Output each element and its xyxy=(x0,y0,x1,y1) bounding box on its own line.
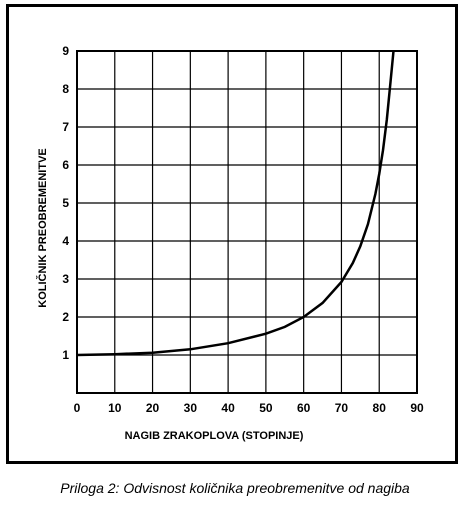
x-tick-label: 60 xyxy=(297,401,311,415)
grid xyxy=(76,50,418,394)
x-tick-label: 30 xyxy=(184,401,198,415)
x-tick-label: 70 xyxy=(335,401,349,415)
x-tick-label: 80 xyxy=(373,401,387,415)
y-tick-label: 8 xyxy=(62,82,69,96)
load-factor-chart: 0 10 20 30 40 50 60 70 80 90 1 2 3 4 5 6 7 8 9 NAGIB ZRAK… xyxy=(36,44,424,442)
y-tick-label: 5 xyxy=(62,196,69,210)
load-factor-curve xyxy=(76,50,395,357)
y-axis-label: KOLIČNIK PREOBREMENITVE xyxy=(36,148,49,308)
x-tick-label: 0 xyxy=(74,401,81,415)
figure-caption: Priloga 2: Odvisnost količnika preobreme… xyxy=(60,480,410,496)
y-tick-label: 4 xyxy=(62,234,69,248)
chart-frame: 0 10 20 30 40 50 60 70 80 90 1 2 3 4 5 6 7 8 9 NAGIB ZRAK… xyxy=(6,4,458,464)
y-tick-label: 6 xyxy=(62,158,69,172)
x-tick-label: 20 xyxy=(146,401,160,415)
x-tick-labels: 0 10 20 30 40 50 60 70 80 90 xyxy=(74,401,424,415)
y-tick-labels: 1 2 3 4 5 6 7 8 9 xyxy=(62,44,69,362)
y-tick-label: 9 xyxy=(62,44,69,58)
y-tick-label: 3 xyxy=(62,272,69,286)
x-tick-label: 10 xyxy=(108,401,122,415)
x-tick-label: 50 xyxy=(259,401,273,415)
plot-border xyxy=(76,50,418,394)
y-tick-label: 7 xyxy=(62,120,69,134)
y-tick-label: 2 xyxy=(62,310,69,324)
y-tick-label: 1 xyxy=(62,348,69,362)
x-tick-label: 90 xyxy=(410,401,424,415)
x-axis-label: NAGIB ZRAKOPLOVA (STOPINJE) xyxy=(125,430,304,442)
x-tick-label: 40 xyxy=(221,401,235,415)
